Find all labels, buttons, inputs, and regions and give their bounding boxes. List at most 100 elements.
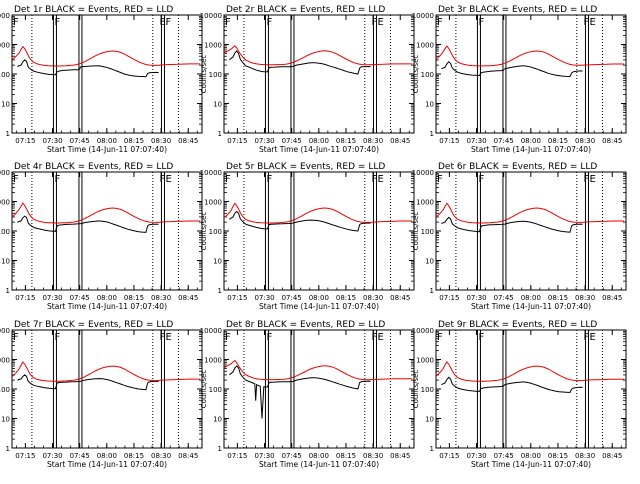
plot-frame [223, 14, 415, 134]
marker-letter: F [225, 17, 231, 28]
x-tick-label: 07:45 [282, 137, 302, 145]
series-line-events [17, 374, 159, 391]
y-tick-label: 1000 [0, 199, 10, 207]
plot-frame [11, 329, 203, 449]
chart-panel-7: Det 7r BLACK = Events, RED = LLD 1 10 100 10… [0, 320, 203, 469]
chart-panel-6: Det 6r BLACK = Events, RED = LLD 1 10 100 10… [412, 162, 627, 311]
y-tick-label: 1000 [416, 42, 434, 50]
series-line-events [441, 216, 583, 233]
y-tick-label: 1 [430, 445, 434, 453]
chart-title: Det 5r BLACK = Events, RED = LLD [226, 162, 385, 172]
chart-panel-5: Det 5r BLACK = Events, RED = LLD 1 10 100 10… [200, 162, 415, 311]
x-tick-label: 08:15 [548, 137, 568, 145]
y-tick-label: 10 [425, 416, 434, 424]
y-tick-label: 10 [425, 101, 434, 109]
y-tick-label: 1000 [204, 199, 222, 207]
marker-letter: E [377, 174, 383, 185]
x-tick-label: 07:45 [494, 452, 514, 460]
series-line-lld [435, 361, 625, 382]
y-tick-label: 1 [430, 130, 434, 138]
x-tick-label: 08:30 [151, 294, 171, 302]
chart-panel-3: Det 3r BLACK = Events, RED = LLD 1 10 100 10… [412, 5, 627, 154]
x-tick-label: 08:45 [602, 452, 622, 460]
x-tick-label: 08:30 [575, 294, 595, 302]
plot-frame [11, 14, 203, 134]
x-tick-label: 08:45 [602, 294, 622, 302]
series-line-events [229, 50, 371, 75]
series-line-lld [11, 45, 201, 67]
x-tick-label: 08:45 [178, 137, 198, 145]
plot-frame [223, 329, 415, 449]
series-line-events [17, 215, 159, 233]
marker-letter: F [225, 174, 231, 185]
marker-letter: F [371, 174, 377, 185]
x-tick-label: 07:30 [466, 137, 486, 145]
plot-frame [435, 171, 627, 291]
y-tick-label: 1000 [0, 357, 10, 365]
y-tick-label: 100 [0, 71, 10, 79]
x-tick-label: 07:45 [282, 294, 302, 302]
marker-letter: F [437, 174, 443, 185]
x-tick-label: 08:45 [390, 137, 410, 145]
series-line-events [17, 59, 159, 78]
x-tick-label: 08:00 [309, 294, 329, 302]
x-tick-label: 07:15 [439, 294, 459, 302]
x-tick-label: 07:15 [15, 452, 35, 460]
y-tick-label: 10000 [412, 327, 434, 335]
marker-letter: F [54, 332, 60, 343]
y-tick-label: 100 [421, 386, 434, 394]
x-tick-label: 08:00 [97, 294, 117, 302]
x-tick-label: 08:45 [390, 452, 410, 460]
y-axis-label: Counts/sec [412, 212, 420, 251]
y-tick-label: 1000 [204, 42, 222, 50]
x-tick-label: 08:30 [575, 137, 595, 145]
series-line-lld [435, 202, 625, 224]
marker-letter: E [589, 17, 595, 28]
marker-letter: F [54, 174, 60, 185]
x-axis-label: Start Time (14-Jun-11 07:07:40) [471, 460, 591, 469]
x-tick-label: 08:15 [548, 294, 568, 302]
x-tick-label: 07:30 [466, 452, 486, 460]
y-tick-label: 10000 [200, 169, 222, 177]
chart-title: Det 6r BLACK = Events, RED = LLD [438, 162, 597, 172]
marker-letter: F [371, 332, 377, 343]
marker-letter: F [165, 17, 171, 28]
x-tick-label: 08:15 [336, 137, 356, 145]
x-tick-label: 07:30 [466, 294, 486, 302]
series-line-lld [11, 202, 201, 224]
marker-letter: F [478, 17, 484, 28]
chart-panel-8: Det 8r BLACK = Events, RED = LLD 1 10 100 10… [200, 320, 415, 469]
x-tick-label: 07:15 [439, 452, 459, 460]
y-axis-label: Counts/sec [200, 370, 208, 409]
x-tick-label: 07:30 [254, 137, 274, 145]
x-tick-label: 07:30 [254, 452, 274, 460]
y-tick-label: 1 [6, 130, 10, 138]
marker-letter: F [54, 17, 60, 28]
marker-letter: F [371, 17, 377, 28]
x-tick-label: 08:15 [336, 452, 356, 460]
marker-letter: F [437, 17, 443, 28]
x-tick-label: 08:00 [521, 294, 541, 302]
plot-frame [435, 329, 627, 449]
y-tick-label: 1 [218, 445, 222, 453]
y-tick-label: 10 [1, 101, 10, 109]
x-tick-label: 08:30 [363, 452, 383, 460]
y-tick-label: 100 [0, 386, 10, 394]
marker-letter: E [159, 17, 165, 28]
series-line-events [441, 376, 583, 394]
y-tick-label: 10 [213, 416, 222, 424]
y-tick-label: 10000 [0, 169, 10, 177]
y-tick-label: 100 [209, 71, 222, 79]
x-tick-label: 08:15 [124, 294, 144, 302]
marker-letter: F [583, 332, 589, 343]
x-tick-label: 07:45 [70, 294, 90, 302]
x-tick-label: 07:45 [494, 137, 514, 145]
y-tick-label: 10 [1, 416, 10, 424]
chart-panel-1: Det 1r BLACK = Events, RED = LLD 1 10 100 10… [0, 5, 203, 154]
series-line-events [441, 61, 583, 78]
y-tick-label: 10000 [200, 327, 222, 335]
y-tick-label: 10000 [200, 12, 222, 20]
series-line-events [229, 365, 371, 419]
x-tick-label: 08:00 [309, 137, 329, 145]
